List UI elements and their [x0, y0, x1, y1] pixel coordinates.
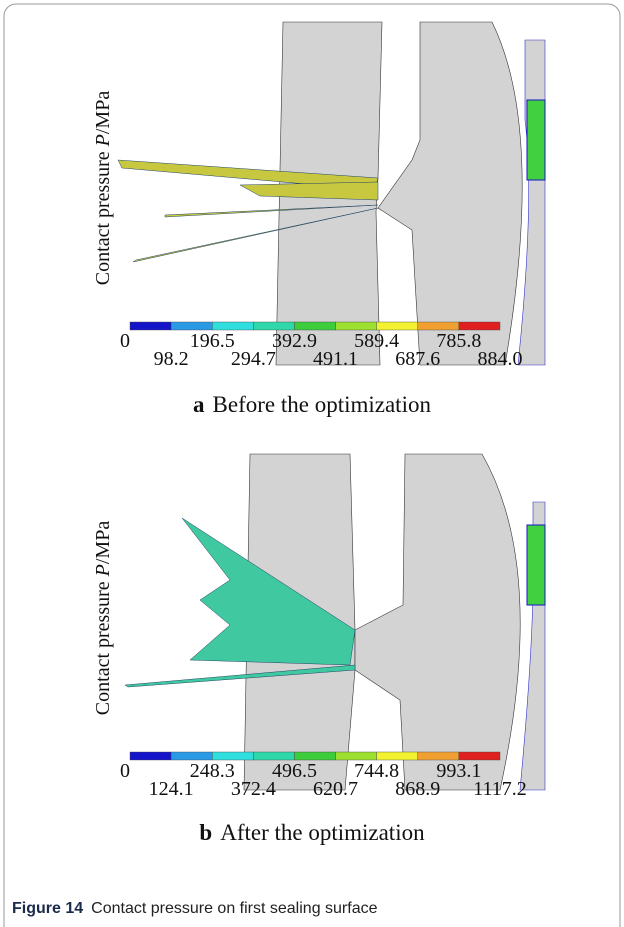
- axis-label: Contact pressure P/MPa: [92, 521, 114, 716]
- scale-label: 0: [120, 760, 130, 782]
- scale-label: 785.8: [436, 330, 481, 352]
- colorbar-segment: [212, 321, 254, 331]
- pressure-spike: [124, 664, 356, 688]
- colorbar-segment: [335, 321, 377, 331]
- colorbar-segment: [458, 321, 501, 331]
- scale-label: 294.7: [231, 348, 276, 370]
- colorbar-segment: [212, 751, 254, 761]
- axis-label-symbol: P: [92, 134, 114, 147]
- scale-label: 496.5: [272, 760, 317, 782]
- panel-caption: b After the optimization: [199, 820, 425, 845]
- edge-pressure: [526, 524, 546, 606]
- axis-label-unit: /MPa: [92, 91, 114, 134]
- scale-label: 589.4: [354, 330, 399, 352]
- pressure-spike: [239, 181, 379, 201]
- colorbar-segment: [294, 751, 336, 761]
- scale-label: 372.4: [231, 778, 276, 800]
- panel: 0 98.2196.5294.7392.9491.1589.4687.6785.8…: [92, 21, 546, 417]
- panel-letter: a: [193, 392, 205, 417]
- figure-label: Figure 14: [12, 900, 83, 917]
- colorbar-segment: [417, 321, 460, 331]
- scale-label: 248.3: [190, 760, 235, 782]
- axis-label-symbol: P: [92, 564, 114, 577]
- scale-label: 491.1: [313, 348, 358, 370]
- scale-label: 744.8: [354, 760, 399, 782]
- axis-label: Contact pressure P/MPa: [92, 91, 114, 286]
- colorbar-segment: [376, 321, 418, 331]
- seal-body: [354, 453, 521, 791]
- panel: 0 124.1248.3372.4496.5620.7744.8868.9993.…: [92, 453, 546, 845]
- panel-letter: b: [199, 820, 212, 845]
- colorbar-segment: [170, 751, 213, 761]
- panel-title: After the optimization: [220, 820, 425, 845]
- colorbar-segment: [376, 751, 418, 761]
- colorbar-segment: [129, 321, 172, 331]
- scale-label: 884.0: [478, 348, 523, 370]
- colorbar-segment: [294, 321, 336, 331]
- scale-label: 392.9: [272, 330, 317, 352]
- frame: [3, 3, 621, 927]
- colorbar-segment: [129, 751, 172, 761]
- scale-label: 0: [120, 330, 130, 352]
- panel-caption: a Before the optimization: [193, 392, 431, 417]
- scale-label: 1117.2: [473, 778, 527, 800]
- colorbar-segment: [253, 321, 295, 331]
- colorbar-segment: [458, 751, 501, 761]
- seal-body: [377, 21, 523, 366]
- pressure-spike: [132, 207, 379, 263]
- colorbar-segment: [335, 751, 377, 761]
- scale-label: 868.9: [395, 778, 440, 800]
- edge-pressure: [526, 99, 546, 181]
- pressure-spike: [181, 517, 356, 666]
- scale-label: 993.1: [436, 760, 481, 782]
- colorbar-segment: [170, 321, 213, 331]
- scale-label: 98.2: [154, 348, 189, 370]
- axis-label-prefix: Contact pressure: [92, 576, 114, 715]
- scale-label: 124.1: [149, 778, 194, 800]
- colorbar-segment: [417, 751, 460, 761]
- axis-label-prefix: Contact pressure: [92, 146, 114, 285]
- panel-title: Before the optimization: [213, 392, 432, 417]
- colorbar-segment: [253, 751, 295, 761]
- scale-label: 687.6: [395, 348, 440, 370]
- scale-label: 620.7: [313, 778, 358, 800]
- scale-label: 196.5: [190, 330, 235, 352]
- caption-text: Contact pressure on first sealing surfac…: [91, 900, 377, 917]
- pressure-spike: [164, 204, 379, 218]
- figure-caption: Figure 14 Contact pressure on first seali…: [12, 900, 378, 917]
- axis-label-unit: /MPa: [92, 521, 114, 564]
